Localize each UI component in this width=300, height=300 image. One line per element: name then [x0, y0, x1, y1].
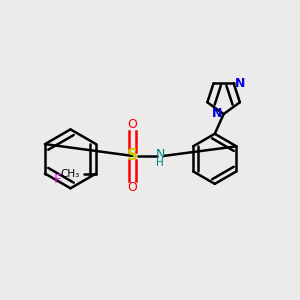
Text: O: O	[128, 118, 137, 130]
Text: S: S	[127, 148, 138, 164]
Text: N: N	[235, 77, 245, 90]
Text: N: N	[156, 148, 165, 160]
Text: O: O	[128, 181, 137, 194]
Text: N: N	[212, 107, 222, 120]
Text: F: F	[54, 173, 61, 186]
Text: CH₃: CH₃	[60, 169, 79, 178]
Text: H: H	[156, 158, 164, 168]
